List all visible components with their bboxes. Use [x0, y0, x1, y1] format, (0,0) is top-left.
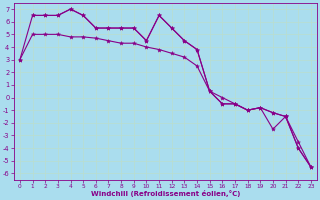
X-axis label: Windchill (Refroidissement éolien,°C): Windchill (Refroidissement éolien,°C): [91, 190, 240, 197]
